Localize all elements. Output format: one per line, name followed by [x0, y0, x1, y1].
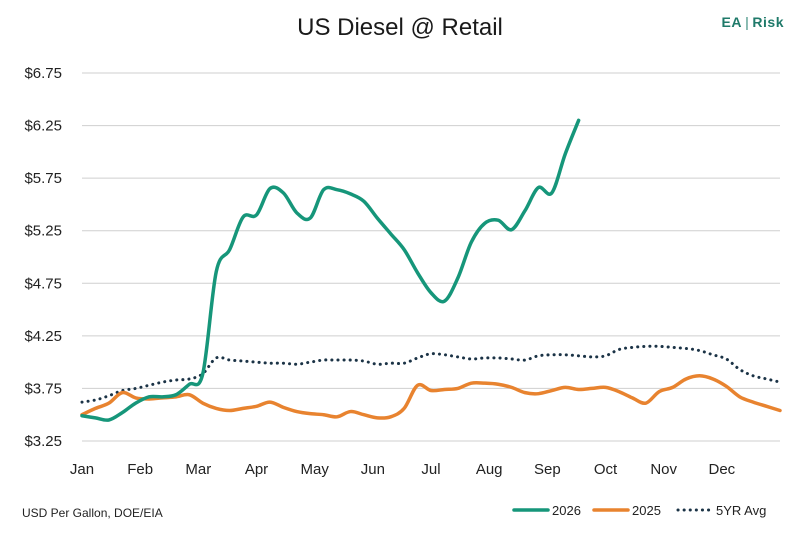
series-line-5yr-avg — [80, 344, 782, 404]
legend-label: 2026 — [552, 503, 581, 518]
y-tick-label: $3.25 — [24, 433, 62, 450]
brand-logo-left: EA — [721, 14, 742, 30]
x-tick-label: Sep — [534, 461, 561, 478]
y-tick-label: $5.25 — [24, 223, 62, 240]
legend: 2026 2025 5YR Avg — [512, 503, 766, 518]
y-axis: $3.25 $3.75 $4.25 $4.75 $5.25 $5.75 $6.25 $6.75 — [24, 65, 62, 450]
y-tick-label: $6.75 — [24, 65, 62, 82]
x-tick-label: Nov — [650, 461, 677, 478]
x-tick-label: Jan — [70, 461, 94, 478]
y-tick-label: $4.25 — [24, 328, 62, 345]
x-axis: Jan Feb Mar Apr May Jun Jul Aug Sep Oct Nov Dec — [70, 461, 736, 478]
source-note: USD Per Gallon, DOE/EIA — [22, 506, 163, 520]
x-tick-label: Jul — [421, 461, 440, 478]
x-tick-label: May — [300, 461, 329, 478]
x-tick-label: Dec — [708, 461, 735, 478]
x-tick-label: Oct — [594, 461, 618, 478]
series-lines — [80, 118, 782, 422]
series-line-2026 — [80, 118, 581, 422]
legend-label: 2025 — [632, 503, 661, 518]
y-tick-label: $4.75 — [24, 275, 62, 292]
x-tick-label: Aug — [476, 461, 503, 478]
brand-logo-separator: | — [745, 14, 750, 30]
legend-label: 5YR Avg — [716, 503, 766, 518]
x-tick-label: Jun — [361, 461, 385, 478]
chart-title: US Diesel @ Retail — [297, 14, 503, 41]
brand-logo: EA | Risk — [722, 14, 784, 30]
x-tick-label: Feb — [127, 461, 153, 478]
y-tick-label: $5.75 — [24, 170, 62, 187]
brand-logo-right: Risk — [752, 14, 784, 30]
x-tick-label: Mar — [185, 461, 211, 478]
y-tick-label: $6.25 — [24, 118, 62, 135]
series-line-2025 — [80, 374, 782, 420]
y-tick-label: $3.75 — [24, 380, 62, 397]
x-tick-label: Apr — [245, 461, 268, 478]
